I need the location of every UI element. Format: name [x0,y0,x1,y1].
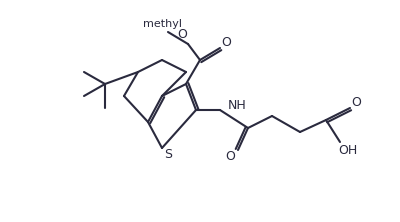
Text: OH: OH [338,143,358,157]
Text: O: O [351,95,361,109]
Text: O: O [221,36,231,48]
Text: O: O [177,28,187,40]
Text: O: O [225,149,235,163]
Text: S: S [164,147,172,161]
Text: NH: NH [228,99,247,111]
Text: methyl: methyl [142,19,182,29]
